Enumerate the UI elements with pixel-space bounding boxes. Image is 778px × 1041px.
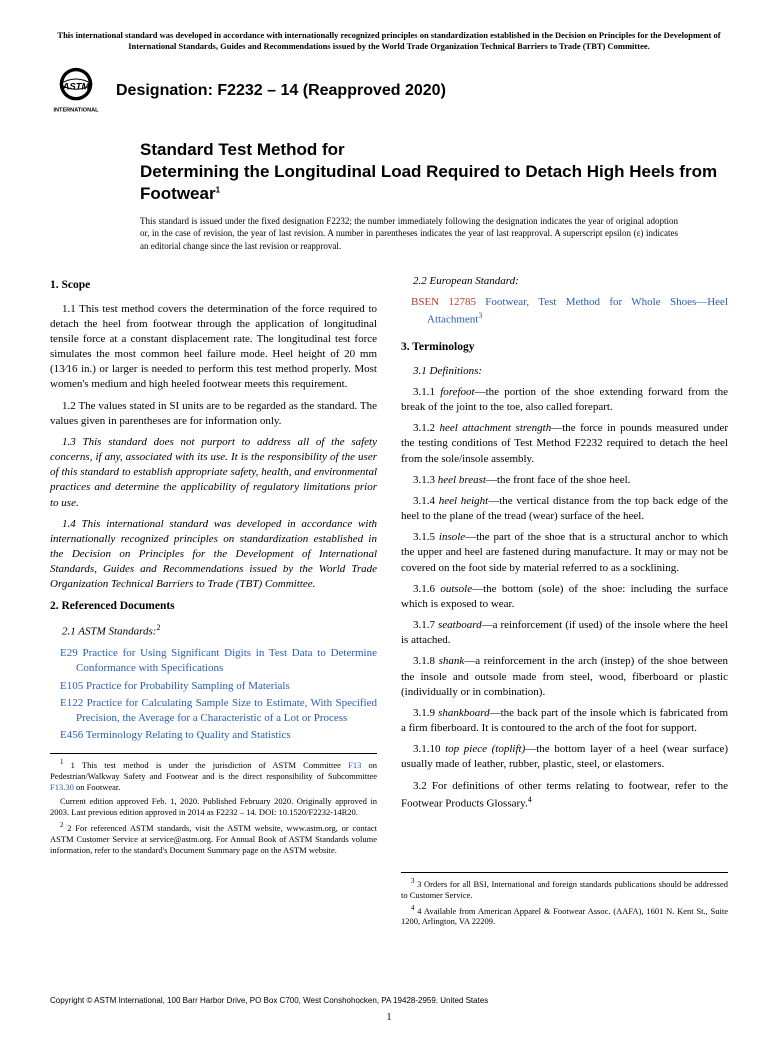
def-3-2-text: 3.2 For definitions of other terms relat… [401,780,728,810]
issuance-note: This standard is issued under the fixed … [140,215,678,251]
scope-p2: 1.2 The values stated in SI units are to… [50,399,377,429]
refs-sub2: 2.2 European Standard: [401,274,728,289]
scope-p3: 1.3 This standard does not purport to ad… [50,435,377,511]
fn2-text: 2 For referenced ASTM standards, visit t… [50,823,377,855]
title-line2: Determining the Longitudinal Load Requir… [140,161,728,205]
def-term: top piece (toplift) [445,743,525,755]
refs-head: 2. Referenced Documents [50,599,377,615]
def-num: 3.1.4 [413,495,435,507]
copyright: Copyright © ASTM International, 100 Barr… [50,996,488,1005]
fn1-link2[interactable]: F13.30 [50,782,74,792]
def-seatboard: 3.1.7 seatboard—a reinforcement (if used… [401,618,728,648]
header-row: ASTM INTERNATIONAL Designation: F2232 – … [50,67,728,115]
ref-euro-sup: 3 [478,311,482,320]
scope-p4: 1.4 This international standard was deve… [50,517,377,593]
ref-text: Practice for Calculating Sample Size to … [76,697,377,724]
fn2-sup: 2 [60,821,64,829]
ref-code: E456 [60,729,83,741]
fn1a: 1 This test method is under the jurisdic… [71,760,348,770]
ref-code: E105 [60,680,83,692]
left-column: 1. Scope 1.1 This test method covers the… [50,274,377,931]
footnote-1: 1 1 This test method is under the jurisd… [50,758,377,793]
designation: Designation: F2232 – 14 (Reapproved 2020… [116,82,446,100]
title-line1: Standard Test Method for [140,139,728,161]
astm-logo-icon: ASTM INTERNATIONAL [50,67,102,115]
def-num: 3.1.10 [413,743,441,755]
def-num: 3.1.7 [413,619,435,631]
fn1e: on Footwear. [74,782,121,792]
footnotes-left: 1 1 This test method is under the jurisd… [50,753,377,856]
svg-text:INTERNATIONAL: INTERNATIONAL [53,108,99,114]
def-num: 3.1.8 [413,655,435,667]
def-heel-height: 3.1.4 heel height—the vertical distance … [401,494,728,524]
def-heel-attachment: 3.1.2 heel attachment strength—the force… [401,421,728,467]
ref-text: Practice for Using Significant Digits in… [76,647,377,674]
def-term: outsole [440,583,472,595]
ref-e105[interactable]: E105 Practice for Probability Sampling o… [50,679,377,694]
page-number: 1 [387,1012,392,1023]
term-head: 3. Terminology [401,340,728,356]
def-term: forefoot [440,386,474,398]
refs-sub1: 2.1 ASTM Standards:2 [50,622,377,640]
scope-head: 1. Scope [50,278,377,294]
def-heel-breast: 3.1.3 heel breast—the front face of the … [401,473,728,488]
ref-text: Terminology Relating to Quality and Stat… [86,729,291,741]
fn4-sup: 4 [411,904,415,912]
ref-e29[interactable]: E29 Practice for Using Significant Digit… [50,646,377,676]
footnotes-right: 3 3 Orders for all BSI, International an… [401,872,728,928]
def-top-piece: 3.1.10 top piece (toplift)—the bottom la… [401,742,728,772]
def-term: shank [439,655,465,667]
ref-code: E122 [60,697,83,709]
body-columns: 1. Scope 1.1 This test method covers the… [50,274,728,931]
def-num: 3.1.6 [413,583,435,595]
term-sub: 3.1 Definitions: [401,364,728,379]
ref-e122[interactable]: E122 Practice for Calculating Sample Siz… [50,696,377,726]
right-column: 2.2 European Standard: BSEN 12785 Footwe… [401,274,728,931]
title-block: Standard Test Method for Determining the… [140,139,728,205]
def-3-2-sup: 4 [528,795,532,804]
fn3-text: 3 Orders for all BSI, International and … [401,878,728,899]
term-sub-text: 3.1 Definitions: [413,365,482,377]
footnote-2: 2 2 For referenced ASTM standards, visit… [50,821,377,856]
fn1-sup: 1 [60,758,64,766]
fn4-text: 4 Available from American Apparel & Foot… [401,905,728,926]
def-term: shankboard [438,707,490,719]
refs-sub2-text: 2.2 European Standard: [413,275,519,287]
title-sup: 1 [216,185,220,194]
fn1-link1[interactable]: F13 [348,760,361,770]
def-insole: 3.1.5 insole—the part of the shoe that i… [401,530,728,576]
def-3-2: 3.2 For definitions of other terms relat… [401,779,728,812]
def-num: 3.1.1 [413,386,435,398]
ref-e456[interactable]: E456 Terminology Relating to Quality and… [50,728,377,743]
def-num: 3.1.3 [413,474,435,486]
footnote-1b: Current edition approved Feb. 1, 2020. P… [50,796,377,818]
ref-euro-code: BSEN 12785 [411,296,476,308]
def-term: heel attachment strength [439,422,551,434]
def-term: heel height [439,495,489,507]
def-term: seatboard [438,619,482,631]
scope-p1: 1.1 This test method covers the determin… [50,302,377,393]
def-num: 3.1.5 [413,531,435,543]
def-shankboard: 3.1.9 shankboard—the back part of the in… [401,706,728,736]
def-forefoot: 3.1.1 forefoot—the portion of the shoe e… [401,385,728,415]
refs-sub1-sup: 2 [156,623,160,632]
def-shank: 3.1.8 shank—a reinforcement in the arch … [401,654,728,700]
def-num: 3.1.9 [413,707,435,719]
ref-bsen[interactable]: BSEN 12785 Footwear, Test Method for Who… [401,295,728,328]
fn3-sup: 3 [411,877,415,885]
footnote-3: 3 3 Orders for all BSI, International an… [401,877,728,901]
ref-code: E29 [60,647,78,659]
footnote-4: 4 4 Available from American Apparel & Fo… [401,904,728,928]
title-text: Determining the Longitudinal Load Requir… [140,162,717,203]
def-term: heel breast [438,474,486,486]
def-outsole: 3.1.6 outsole—the bottom (sole) of the s… [401,582,728,612]
refs-sub1-text: 2.1 ASTM Standards: [62,626,156,638]
def-term: insole [439,531,465,543]
top-notice: This international standard was develope… [50,30,728,53]
def-num: 3.1.2 [413,422,435,434]
def-text: —the front face of the shoe heel. [486,474,630,486]
ref-text: Practice for Probability Sampling of Mat… [86,680,290,692]
